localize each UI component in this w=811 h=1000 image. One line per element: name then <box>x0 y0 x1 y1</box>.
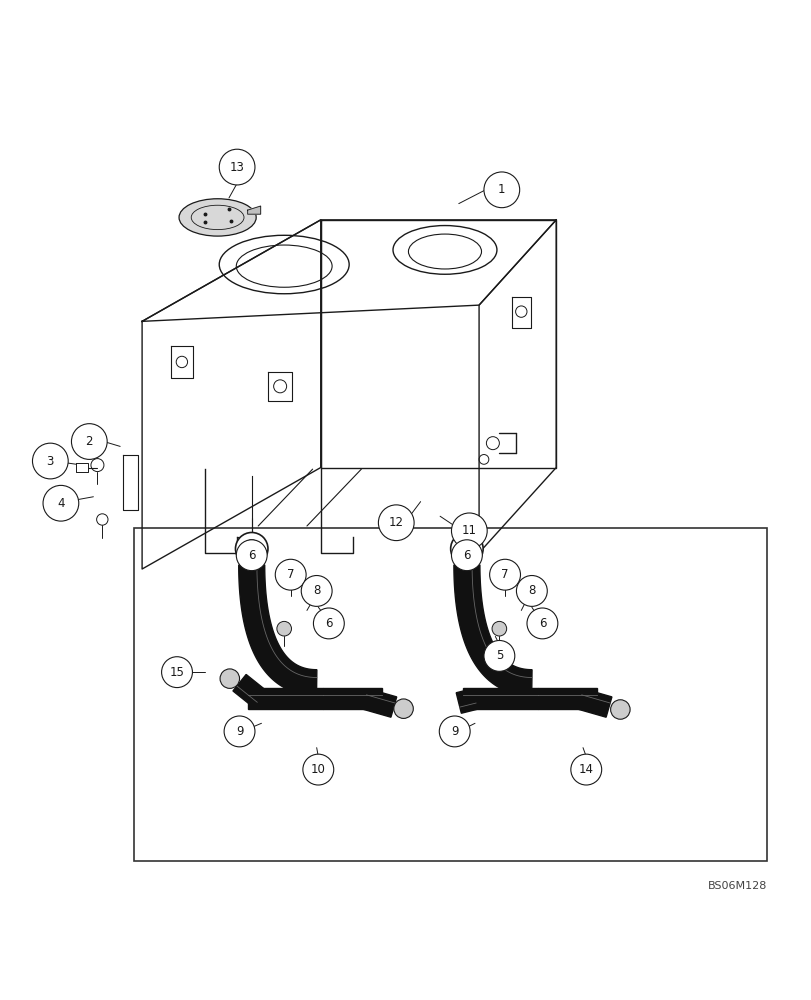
Text: 10: 10 <box>311 763 325 776</box>
Circle shape <box>275 559 306 590</box>
Circle shape <box>236 540 267 571</box>
Text: 7: 7 <box>286 568 294 581</box>
Text: 8: 8 <box>527 584 535 597</box>
Text: BS06M128: BS06M128 <box>707 881 766 891</box>
Circle shape <box>491 621 506 636</box>
Circle shape <box>439 716 470 747</box>
Text: 7: 7 <box>500 568 508 581</box>
Circle shape <box>303 754 333 785</box>
Circle shape <box>301 576 332 606</box>
Text: 9: 9 <box>450 725 458 738</box>
Circle shape <box>489 559 520 590</box>
Circle shape <box>450 532 483 565</box>
Text: 6: 6 <box>462 549 470 562</box>
Text: 6: 6 <box>538 617 546 630</box>
Circle shape <box>570 754 601 785</box>
Circle shape <box>451 540 482 571</box>
Text: 14: 14 <box>578 763 593 776</box>
Text: 1: 1 <box>497 183 505 196</box>
Circle shape <box>219 149 255 185</box>
Polygon shape <box>233 674 266 707</box>
Text: 4: 4 <box>57 497 65 510</box>
Circle shape <box>451 513 487 549</box>
Bar <box>134 528 766 861</box>
Circle shape <box>313 608 344 639</box>
Circle shape <box>516 576 547 606</box>
Circle shape <box>235 532 268 565</box>
Polygon shape <box>462 688 538 709</box>
Text: 3: 3 <box>46 455 54 468</box>
Circle shape <box>32 443 68 479</box>
Circle shape <box>393 699 413 718</box>
Circle shape <box>526 608 557 639</box>
Polygon shape <box>453 565 531 696</box>
Circle shape <box>483 172 519 208</box>
Circle shape <box>43 485 79 521</box>
Ellipse shape <box>179 199 256 236</box>
Text: 9: 9 <box>235 725 243 738</box>
Circle shape <box>161 657 192 688</box>
Polygon shape <box>247 206 260 214</box>
Text: 11: 11 <box>461 524 476 537</box>
Polygon shape <box>538 688 596 709</box>
Polygon shape <box>577 689 611 717</box>
Polygon shape <box>238 565 316 696</box>
Circle shape <box>71 424 107 459</box>
Circle shape <box>224 716 255 747</box>
Text: 5: 5 <box>495 649 503 662</box>
Circle shape <box>610 700 629 719</box>
Text: 2: 2 <box>85 435 93 448</box>
Circle shape <box>378 505 414 541</box>
Circle shape <box>220 669 239 688</box>
Text: 6: 6 <box>247 549 255 562</box>
Text: 12: 12 <box>388 516 403 529</box>
Circle shape <box>483 640 514 671</box>
Text: 8: 8 <box>312 584 320 597</box>
Polygon shape <box>362 689 397 717</box>
Polygon shape <box>456 689 477 713</box>
Circle shape <box>277 621 291 636</box>
Text: 15: 15 <box>169 666 184 679</box>
Polygon shape <box>323 688 381 709</box>
Text: 13: 13 <box>230 161 244 174</box>
Polygon shape <box>247 688 323 709</box>
Text: 6: 6 <box>324 617 333 630</box>
